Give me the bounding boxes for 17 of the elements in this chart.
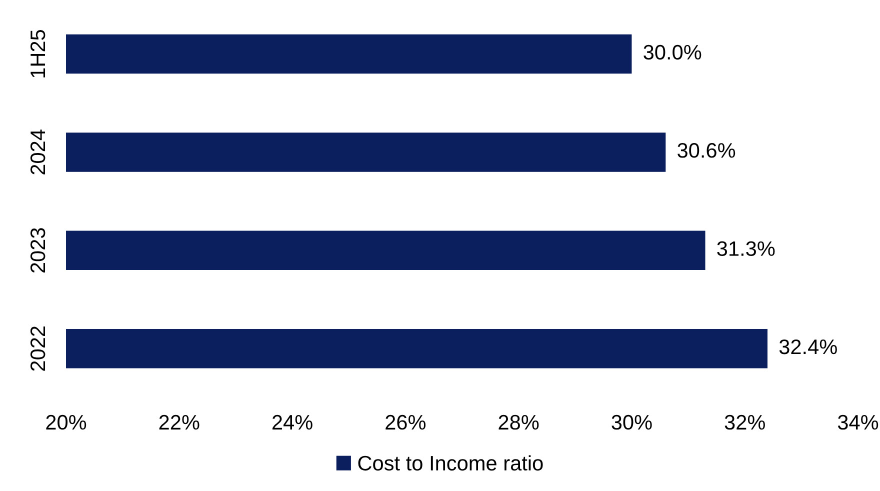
x-tick-label: 22% (159, 414, 200, 430)
data-label: 31.3% (717, 241, 775, 256)
y-tick-label: 2023 (30, 228, 46, 273)
x-tick-label: 28% (498, 414, 539, 430)
x-tick-label: 24% (272, 414, 312, 430)
x-tick-label: 20% (46, 414, 86, 430)
y-tick-label: 2024 (30, 130, 46, 174)
x-tick-label: 34% (838, 414, 878, 430)
data-label: 30.0% (644, 44, 702, 60)
data-label: 32.4% (779, 339, 837, 354)
data-label: 30.6% (678, 143, 736, 158)
legend-label: Cost to Income ratio (358, 455, 543, 471)
x-tick-label: 32% (724, 414, 765, 430)
x-tick-label: 26% (386, 414, 426, 430)
y-tick-label: 2022 (30, 326, 46, 371)
x-tick-label: 30% (612, 414, 652, 430)
y-tick-label: 1H25 (30, 30, 46, 78)
